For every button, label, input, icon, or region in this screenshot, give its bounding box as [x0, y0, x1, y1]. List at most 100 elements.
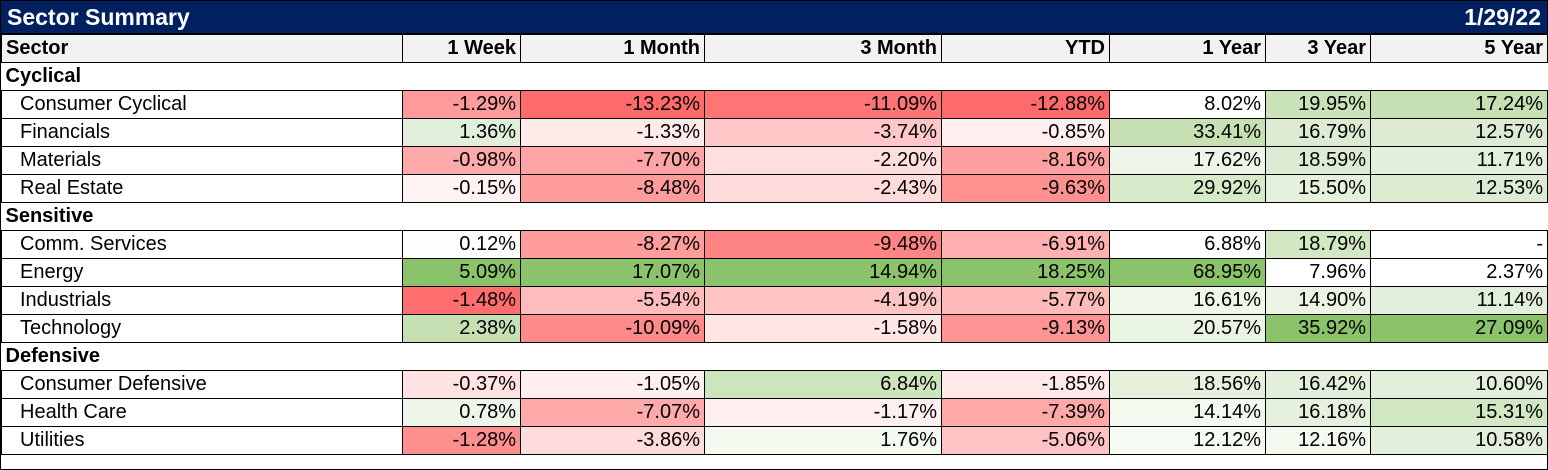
- sector-name-cell: Utilities: [1, 426, 403, 455]
- return-value-cell: 35.92%: [1265, 314, 1371, 343]
- return-value-cell: -5.54%: [520, 286, 705, 315]
- group-header-row: Sensitive: [1, 202, 1548, 231]
- sheet-title: Sector Summary: [7, 3, 190, 30]
- return-value-cell: 2.37%: [1370, 258, 1548, 287]
- sector-name-cell: Consumer Cyclical: [1, 90, 403, 119]
- return-value-cell: -1.33%: [520, 118, 705, 147]
- return-value-cell: 10.58%: [1370, 426, 1548, 455]
- return-value-cell: 17.24%: [1370, 90, 1548, 119]
- table-row: Utilities -1.28% -3.86% 1.76% -5.06% 12.12% 12…: [1, 426, 1548, 455]
- table-row: Comm. Services 0.12% -8.27% -9.48% -6.91% 6.8…: [1, 230, 1548, 259]
- return-value-cell: 29.92%: [1109, 174, 1266, 203]
- return-value-cell: 15.50%: [1265, 174, 1371, 203]
- table-row: Health Care 0.78% -7.07% -1.17% -7.39% 14.14%…: [1, 398, 1548, 427]
- return-value-cell: -1.28%: [402, 426, 521, 455]
- return-value-cell: -: [1370, 230, 1548, 259]
- return-value-cell: -7.70%: [520, 146, 705, 175]
- return-value-cell: 14.14%: [1109, 398, 1266, 427]
- return-value-cell: 18.25%: [941, 258, 1110, 287]
- return-value-cell: 6.88%: [1109, 230, 1266, 259]
- return-value-cell: -1.05%: [520, 370, 705, 399]
- return-value-cell: 1.76%: [704, 426, 942, 455]
- sector-table: Sector 1 Week 1 Month 3 Month YTD 1 Year…: [1, 34, 1548, 455]
- return-value-cell: -0.37%: [402, 370, 521, 399]
- return-value-cell: -9.63%: [941, 174, 1110, 203]
- return-value-cell: 11.14%: [1370, 286, 1548, 315]
- sector-name-cell: Financials: [1, 118, 403, 147]
- return-value-cell: -0.15%: [402, 174, 521, 203]
- return-value-cell: -1.48%: [402, 286, 521, 315]
- return-value-cell: -11.09%: [704, 90, 942, 119]
- return-value-cell: 20.57%: [1109, 314, 1266, 343]
- return-value-cell: 18.56%: [1109, 370, 1266, 399]
- return-value-cell: 18.59%: [1265, 146, 1371, 175]
- sector-name-cell: Real Estate: [1, 174, 403, 203]
- table-row: Real Estate -0.15% -8.48% -2.43% -9.63% 29.92…: [1, 174, 1548, 203]
- sheet-date: 1/29/22: [1464, 3, 1541, 30]
- return-value-cell: 7.96%: [1265, 258, 1371, 287]
- return-value-cell: 5.09%: [402, 258, 521, 287]
- column-header-3-year: 3 Year: [1265, 34, 1371, 63]
- return-value-cell: -1.29%: [402, 90, 521, 119]
- sector-name-cell: Comm. Services: [1, 230, 403, 259]
- return-value-cell: -3.86%: [520, 426, 705, 455]
- return-value-cell: 33.41%: [1109, 118, 1266, 147]
- return-value-cell: -10.09%: [520, 314, 705, 343]
- return-value-cell: 16.79%: [1265, 118, 1371, 147]
- table-row: Energy 5.09% 17.07% 14.94% 18.25% 68.95% 7.96%…: [1, 258, 1548, 287]
- table-row: Technology 2.38% -10.09% -1.58% -9.13% 20.57%…: [1, 314, 1548, 343]
- return-value-cell: 2.38%: [402, 314, 521, 343]
- return-value-cell: -4.19%: [704, 286, 942, 315]
- return-value-cell: -6.91%: [941, 230, 1110, 259]
- table-row: Industrials -1.48% -5.54% -4.19% -5.77% 16.61…: [1, 286, 1548, 315]
- group-label: Defensive: [1, 342, 1548, 371]
- return-value-cell: -0.85%: [941, 118, 1110, 147]
- return-value-cell: 0.12%: [402, 230, 521, 259]
- return-value-cell: 12.16%: [1265, 426, 1371, 455]
- table-row: Financials 1.36% -1.33% -3.74% -0.85% 33.41% 1…: [1, 118, 1548, 147]
- return-value-cell: -5.06%: [941, 426, 1110, 455]
- sector-name-cell: Materials: [1, 146, 403, 175]
- return-value-cell: -8.48%: [520, 174, 705, 203]
- return-value-cell: -8.16%: [941, 146, 1110, 175]
- return-value-cell: 8.02%: [1109, 90, 1266, 119]
- return-value-cell: -7.07%: [520, 398, 705, 427]
- group-header-row: Cyclical: [1, 62, 1548, 91]
- sector-name-cell: Health Care: [1, 398, 403, 427]
- return-value-cell: -1.85%: [941, 370, 1110, 399]
- table-body: Cyclical Consumer Cyclical -1.29% -13.23% -1…: [1, 62, 1548, 455]
- return-value-cell: 12.57%: [1370, 118, 1548, 147]
- return-value-cell: 0.78%: [402, 398, 521, 427]
- header-row: Sector 1 Week 1 Month 3 Month YTD 1 Year…: [1, 34, 1548, 63]
- return-value-cell: 17.07%: [520, 258, 705, 287]
- return-value-cell: -2.20%: [704, 146, 942, 175]
- table-row: Materials -0.98% -7.70% -2.20% -8.16% 17.62% 1…: [1, 146, 1548, 175]
- sector-name-cell: Consumer Defensive: [1, 370, 403, 399]
- return-value-cell: 68.95%: [1109, 258, 1266, 287]
- return-value-cell: -1.58%: [704, 314, 942, 343]
- table-row: Consumer Cyclical -1.29% -13.23% -11.09% -12…: [1, 90, 1548, 119]
- title-bar: Sector Summary 1/29/22: [1, 1, 1547, 34]
- return-value-cell: -1.17%: [704, 398, 942, 427]
- column-header-1-month: 1 Month: [520, 34, 705, 63]
- return-value-cell: 18.79%: [1265, 230, 1371, 259]
- return-value-cell: 12.53%: [1370, 174, 1548, 203]
- return-value-cell: -8.27%: [520, 230, 705, 259]
- return-value-cell: -3.74%: [704, 118, 942, 147]
- return-value-cell: 16.61%: [1109, 286, 1266, 315]
- column-header-ytd: YTD: [941, 34, 1110, 63]
- sector-name-cell: Technology: [1, 314, 403, 343]
- return-value-cell: 11.71%: [1370, 146, 1548, 175]
- return-value-cell: -13.23%: [520, 90, 705, 119]
- group-label: Sensitive: [1, 202, 1548, 231]
- return-value-cell: 12.12%: [1109, 426, 1266, 455]
- return-value-cell: 19.95%: [1265, 90, 1371, 119]
- sector-name-cell: Energy: [1, 258, 403, 287]
- column-header-3-month: 3 Month: [704, 34, 942, 63]
- column-header-1-year: 1 Year: [1109, 34, 1266, 63]
- table-row: Consumer Defensive -0.37% -1.05% 6.84% -1.85…: [1, 370, 1548, 399]
- return-value-cell: -9.48%: [704, 230, 942, 259]
- return-value-cell: 16.18%: [1265, 398, 1371, 427]
- group-header-row: Defensive: [1, 342, 1548, 371]
